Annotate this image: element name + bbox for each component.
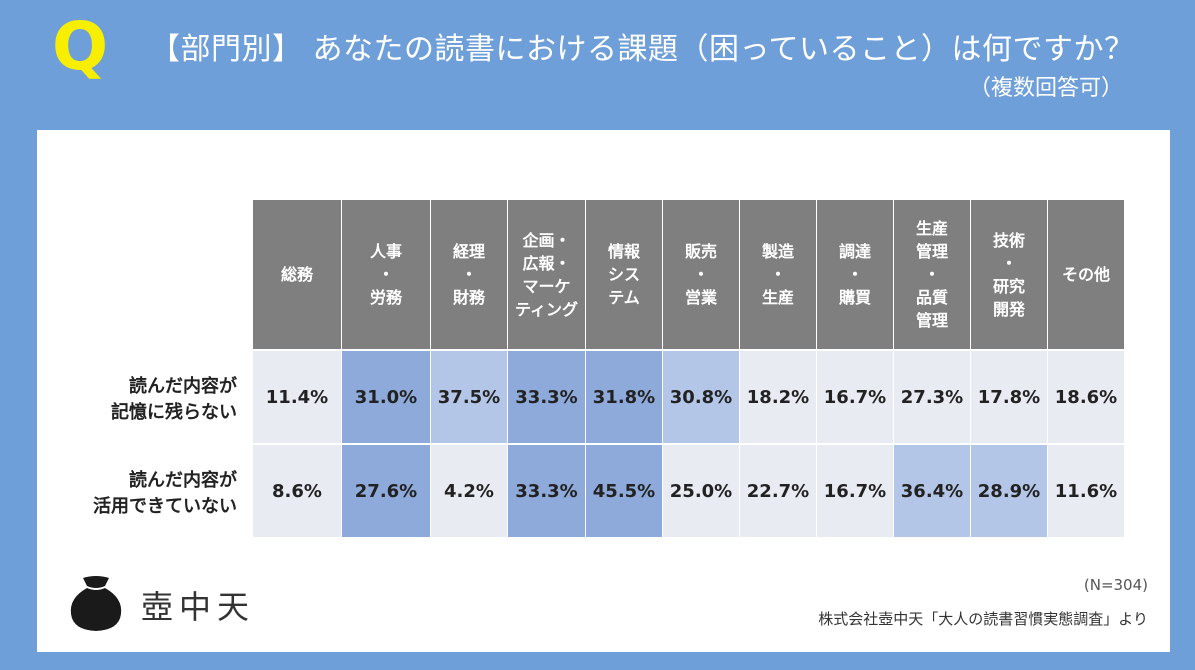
column-header: 企画・ 広報・ マーケ ティング xyxy=(507,200,586,350)
row-label-2: 読んだ内容が 活用できていない xyxy=(93,470,237,517)
value-cell: 36.4% xyxy=(893,443,971,537)
value-cell: 33.3% xyxy=(507,349,586,444)
column-header: 生産 管理 ・ 品質 管理 xyxy=(893,200,971,350)
header-row: 総務 人事 ・ 労務 経理 ・ 財務 企画・ 広報・ マーケ ティング 情報 シス テム… xyxy=(253,200,1124,350)
page-subtitle: （複数回答可） xyxy=(968,76,1123,101)
value-cell: 22.7% xyxy=(739,443,817,537)
company-logo: 壺中天 xyxy=(61,574,261,634)
value-cell: 11.6% xyxy=(1047,443,1124,537)
column-header: 製造 ・ 生産 xyxy=(739,200,817,350)
column-header: その他 xyxy=(1047,200,1124,350)
column-header: 経理 ・ 財務 xyxy=(430,200,508,350)
table-row: 11.4% 31.0% 37.5% 33.3% 31.8% 30.8% 18.2% 16.7%… xyxy=(253,349,1124,444)
results-table: 総務 人事 ・ 労務 経理 ・ 財務 企画・ 広報・ マーケ ティング 情報 シス テム… xyxy=(253,200,1124,537)
value-cell: 18.2% xyxy=(739,349,817,444)
column-header: 人事 ・ 労務 xyxy=(341,200,431,350)
value-cell: 16.7% xyxy=(816,443,894,537)
value-cell: 4.2% xyxy=(430,443,508,537)
value-cell: 30.8% xyxy=(662,349,740,444)
value-cell: 18.6% xyxy=(1047,349,1124,444)
chart-panel: 読んだ内容が 記憶に残らない 読んだ内容が 活用できていない 総務 人事 ・ 労務… xyxy=(37,130,1170,652)
column-header: 総務 xyxy=(253,200,342,350)
value-cell: 28.9% xyxy=(970,443,1048,537)
sample-size: (N=304) xyxy=(1083,576,1148,594)
jar-icon xyxy=(70,576,122,631)
value-cell: 37.5% xyxy=(430,349,508,444)
page-title: 【部門別】 あなたの読書における課題（困っていること）は何ですか？ xyxy=(150,32,1135,67)
row-label-1: 読んだ内容が 記憶に残らない xyxy=(111,376,237,423)
value-cell: 11.4% xyxy=(253,349,342,444)
value-cell: 31.8% xyxy=(585,349,663,444)
logo-text: 壺中天 xyxy=(141,588,256,626)
column-header: 販売 ・ 営業 xyxy=(662,200,740,350)
value-cell: 27.6% xyxy=(341,443,431,537)
value-cell: 45.5% xyxy=(585,443,663,537)
source-note: 株式会社壺中天「大人の読書習慣実態調査」より xyxy=(818,610,1148,628)
value-cell: 31.0% xyxy=(341,349,431,444)
value-cell: 8.6% xyxy=(253,443,342,537)
value-cell: 17.8% xyxy=(970,349,1048,444)
column-header: 調達 ・ 購買 xyxy=(816,200,894,350)
value-cell: 25.0% xyxy=(662,443,740,537)
value-cell: 33.3% xyxy=(507,443,586,537)
table-row: 8.6% 27.6% 4.2% 33.3% 45.5% 25.0% 22.7% 16.7% 36… xyxy=(253,443,1124,537)
column-header: 技術 ・ 研究 開発 xyxy=(970,200,1048,350)
q-mark: Q xyxy=(52,8,109,85)
value-cell: 16.7% xyxy=(816,349,894,444)
value-cell: 27.3% xyxy=(893,349,971,444)
column-header: 情報 シス テム xyxy=(585,200,663,350)
